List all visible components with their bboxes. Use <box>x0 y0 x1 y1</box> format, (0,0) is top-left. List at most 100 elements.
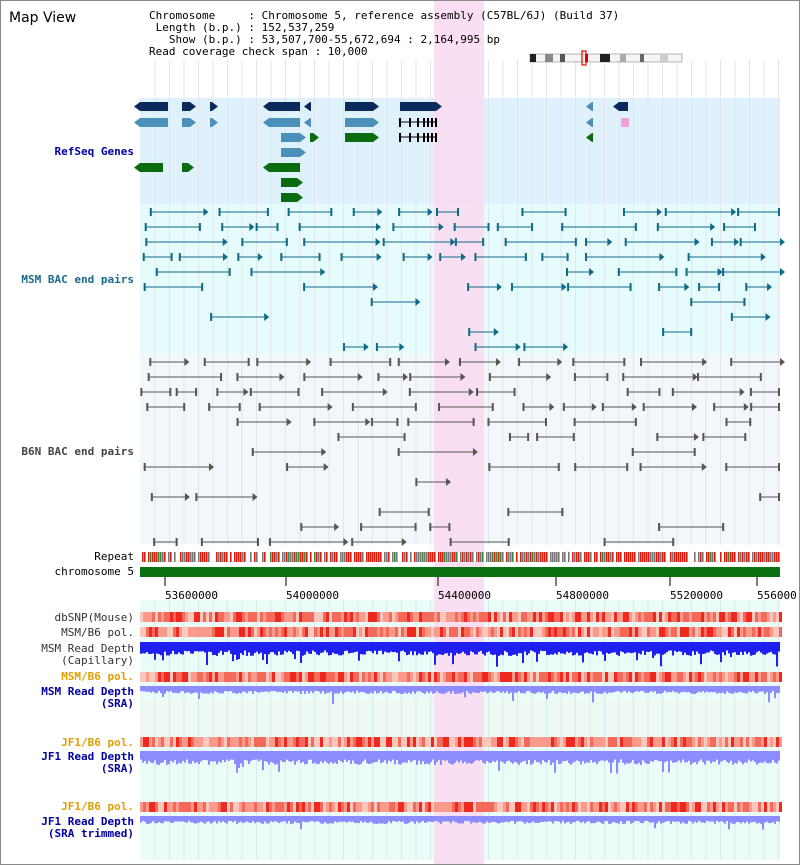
msm-b6-pol-sra-heat <box>677 672 680 682</box>
msm-depth-sra-bar <box>768 686 770 703</box>
msm-depth-capillary-bar <box>440 642 442 655</box>
jf1-b6-pol-heat <box>770 737 773 747</box>
jf1-b6-pol-heat <box>713 737 716 747</box>
msm-b6-pol-sra-heat <box>563 672 566 682</box>
msm-b6-pol-heat <box>578 627 581 637</box>
msm-b6-pol-heat <box>518 627 521 637</box>
msm-depth-sra-bar <box>296 686 298 692</box>
repeat-mark <box>646 552 648 562</box>
jf1-depth-sra-bar <box>516 751 518 763</box>
jf1-depth-trimmed-bar <box>670 816 672 824</box>
jf1-b6-pol-heat <box>416 737 419 747</box>
dbsnp-heat <box>161 612 164 622</box>
track-label-refseq[interactable]: RefSeq Genes <box>54 145 134 158</box>
repeat-mark <box>294 552 296 562</box>
repeat-mark <box>360 552 362 562</box>
jf1-b6-pol-trimmed-heat <box>296 802 299 812</box>
jf1-b6-pol-trimmed-heat <box>308 802 311 812</box>
msm-depth-capillary-bar <box>228 642 230 651</box>
jf1-depth-sra-bar <box>200 751 202 762</box>
msm-depth-capillary-bar <box>712 642 714 652</box>
repeat-mark <box>390 552 392 562</box>
msm-b6-pol-sra-heat <box>611 672 614 682</box>
msm-depth-sra-bar <box>738 686 740 692</box>
repeat-mark <box>472 552 474 562</box>
msm-depth-sra-bar <box>518 686 520 692</box>
jf1-depth-sra-bar <box>174 751 176 761</box>
jf1-depth-sra-bar <box>238 751 240 768</box>
jf1-depth-sra-bar <box>378 751 380 760</box>
jf1-depth-sra-bar <box>222 751 224 760</box>
msm-b6-pol-sra-heat <box>680 672 683 682</box>
dbsnp-heat <box>404 612 407 622</box>
msm-depth-capillary-bar <box>418 642 420 654</box>
msm-b6-pol-sra-heat <box>194 672 197 682</box>
jf1-b6-pol-heat <box>503 737 506 747</box>
jf1-b6-pol-trimmed-heat <box>416 802 419 812</box>
repeat-mark <box>514 552 516 562</box>
jf1-depth-trimmed-bar <box>630 816 632 824</box>
repeat-mark <box>648 552 650 562</box>
gene-strand-arrow <box>263 163 269 172</box>
repeat-mark <box>776 552 778 562</box>
jf1-depth-trimmed-bar <box>730 816 732 823</box>
repeat-mark <box>424 552 426 562</box>
b6n-bac-end <box>572 358 575 366</box>
dbsnp-heat <box>635 612 638 622</box>
msm-bac-end <box>565 268 568 276</box>
jf1-depth-trimmed-bar <box>422 816 424 821</box>
jf1-depth-trimmed-bar <box>314 816 316 823</box>
repeat-mark <box>754 552 756 562</box>
msm-bac-end <box>710 238 713 246</box>
repeat-mark <box>422 552 424 562</box>
jf1-depth-trimmed-bar <box>490 816 492 823</box>
jf1-depth-trimmed-bar <box>164 816 166 822</box>
dbsnp-heat <box>296 612 299 622</box>
jf1-depth-sra-bar <box>698 751 700 762</box>
msm-b6-pol-heat <box>734 627 737 637</box>
repeat-mark <box>394 552 396 562</box>
jf1-b6-pol-heat <box>476 737 479 747</box>
jf1-b6-pol-trimmed-heat <box>161 802 164 812</box>
jf1-depth-sra-bar <box>588 751 590 763</box>
msm-depth-capillary-bar <box>342 642 344 655</box>
jf1-depth-trimmed-bar <box>546 816 548 822</box>
b6n-bac-end <box>448 523 451 531</box>
gene-exon <box>417 133 419 142</box>
jf1-depth-trimmed-bar <box>188 816 190 821</box>
jf1-b6-pol-heat <box>683 737 686 747</box>
msm-b6-pol-sra-heat <box>425 672 428 682</box>
jf1-b6-pol-trimmed-heat <box>512 802 515 812</box>
msm-b6-pol-sra-heat <box>332 672 335 682</box>
dbsnp-heat <box>554 612 557 622</box>
track-label-msm-bac[interactable]: MSM BAC end pairs <box>21 273 134 286</box>
dbsnp-heat <box>206 612 209 622</box>
jf1-b6-pol-trimmed-heat <box>470 802 473 812</box>
jf1-b6-pol-heat <box>332 737 335 747</box>
jf1-depth-trimmed-bar <box>584 816 586 824</box>
jf1-depth-sra-bar <box>356 751 358 765</box>
dbsnp-heat <box>722 612 725 622</box>
jf1-b6-pol-heat <box>185 737 188 747</box>
gene-exon <box>399 118 401 127</box>
gene-exon <box>423 118 425 127</box>
msm-depth-capillary-bar <box>392 642 394 653</box>
msm-bac-end <box>521 208 524 216</box>
dbsnp-heat <box>191 612 194 622</box>
msm-depth-sra-bar <box>420 686 422 692</box>
track-label-b6n-bac[interactable]: B6N BAC end pairs <box>21 445 134 458</box>
repeat-mark <box>326 552 328 562</box>
repeat-mark <box>562 552 564 562</box>
jf1-depth-sra-bar <box>596 751 598 765</box>
msm-b6-pol-sra-heat <box>206 672 209 682</box>
jf1-b6-pol-heat <box>389 737 392 747</box>
repeat-mark <box>186 552 188 562</box>
msm-depth-capillary-bar <box>324 642 326 651</box>
msm-depth-capillary-bar <box>484 642 486 656</box>
msm-depth-capillary-bar <box>534 642 536 653</box>
dbsnp-heat <box>419 612 422 622</box>
b6n-bac-end <box>251 448 254 456</box>
jf1-depth-sra-bar <box>328 751 330 764</box>
msm-b6-pol-sra-heat <box>260 672 263 682</box>
